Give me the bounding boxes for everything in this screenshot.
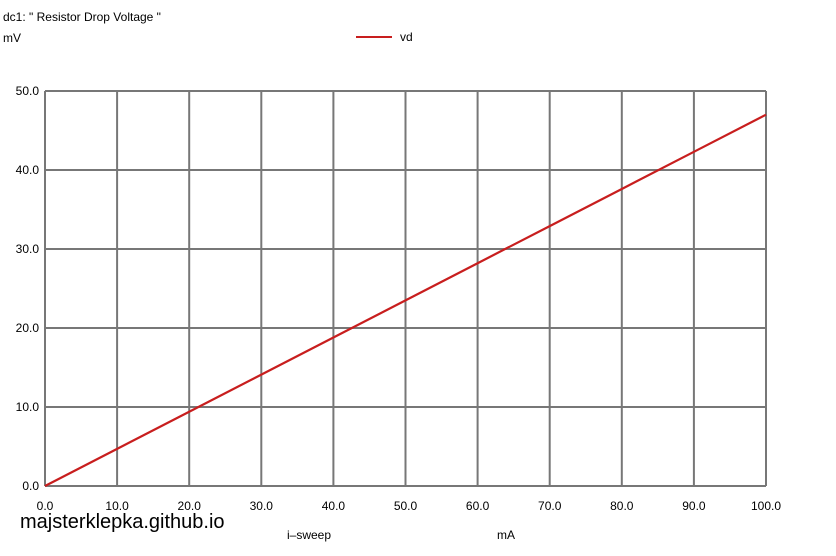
x-tick-label-5: 50.0	[394, 499, 418, 513]
x-axis-unit: mA	[497, 528, 515, 542]
y-axis-unit: mV	[3, 31, 21, 45]
x-tick-label-10: 100.0	[751, 499, 781, 513]
legend-swatch-vd	[356, 36, 392, 38]
watermark-text: majsterklepka.github.io	[20, 511, 225, 533]
x-tick-label-7: 70.0	[538, 499, 562, 513]
y-tick-label-2: 20.0	[16, 321, 40, 335]
x-tick-label-6: 60.0	[466, 499, 490, 513]
legend-label-vd: vd	[400, 30, 413, 44]
x-tick-label-9: 90.0	[682, 499, 706, 513]
series-line-vd	[44, 113, 767, 487]
x-axis-label: i–sweep	[287, 528, 332, 542]
y-tick-label-4: 40.0	[16, 163, 40, 177]
chart-title: dc1: " Resistor Drop Voltage "	[3, 10, 161, 24]
y-tick-label-3: 30.0	[16, 242, 40, 256]
y-tick-label-5: 50.0	[16, 84, 40, 98]
y-tick-label-0: 0.0	[22, 479, 39, 493]
y-tick-label-1: 10.0	[16, 400, 40, 414]
x-tick-label-3: 30.0	[250, 499, 274, 513]
x-tick-label-4: 40.0	[322, 499, 346, 513]
x-tick-label-2: 20.0	[178, 499, 202, 513]
x-tick-label-0: 0.0	[37, 499, 54, 513]
x-tick-labels: 0.0 10.0 20.0 30.0 40.0 50.0 60.0 70.0 80.0 90.0 1…	[37, 499, 782, 513]
x-tick-label-1: 10.0	[105, 499, 129, 513]
x-tick-label-8: 80.0	[610, 499, 634, 513]
y-tick-labels: 0.0 10.0 20.0 30.0 40.0 50.0	[16, 84, 40, 493]
grid-lines	[44, 90, 767, 487]
